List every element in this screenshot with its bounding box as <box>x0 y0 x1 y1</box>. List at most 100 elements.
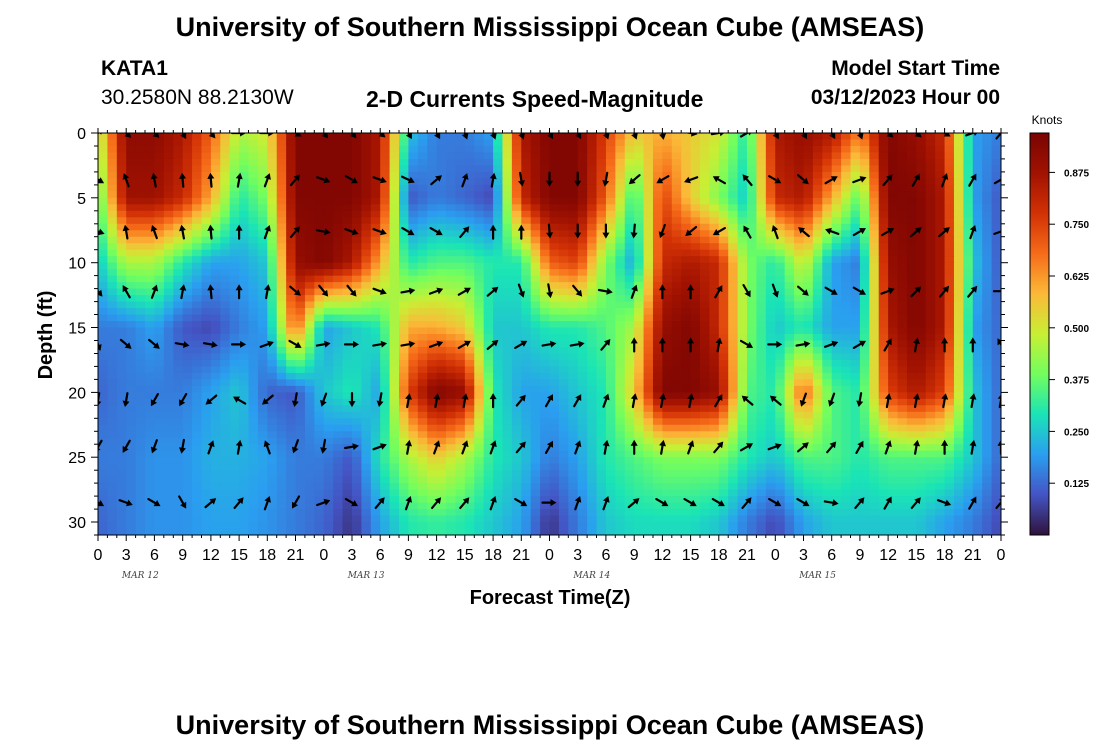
heatmap-cell <box>982 288 993 296</box>
heatmap-cell <box>662 301 673 309</box>
heatmap-cell <box>220 282 231 290</box>
heatmap-cell <box>982 431 993 439</box>
heatmap-cell <box>728 178 739 186</box>
heatmap-cell <box>417 308 428 316</box>
heatmap-cell <box>145 463 156 471</box>
heatmap-cell <box>916 392 927 400</box>
heatmap-cell <box>342 243 353 251</box>
heatmap-cell <box>850 282 861 290</box>
heatmap-cell <box>116 249 127 257</box>
heatmap-cell <box>530 340 541 348</box>
heatmap-cell <box>558 450 569 458</box>
heatmap-cell <box>888 295 899 303</box>
heatmap-cell <box>239 379 250 387</box>
heatmap-cell <box>502 171 513 179</box>
heatmap-cell <box>982 379 993 387</box>
heatmap-cell <box>380 379 391 387</box>
heatmap-cell <box>624 256 635 264</box>
heatmap-cell <box>709 256 720 264</box>
heatmap-cell <box>220 230 231 238</box>
heatmap-cell <box>982 314 993 322</box>
heatmap-cell <box>446 139 457 147</box>
heatmap-cell <box>455 204 466 212</box>
heatmap-cell <box>925 217 936 225</box>
heatmap-cell <box>859 243 870 251</box>
heatmap-cell <box>427 301 438 309</box>
heatmap-cell <box>615 295 626 303</box>
heatmap-cell <box>775 236 786 244</box>
heatmap-cell <box>747 334 758 342</box>
heatmap-cell <box>427 275 438 283</box>
heatmap-cell <box>728 275 739 283</box>
heatmap-cell <box>652 204 663 212</box>
heatmap-cell <box>709 321 720 329</box>
heatmap-cell <box>361 366 372 374</box>
heatmap-cell <box>737 431 748 439</box>
heatmap-cell <box>747 457 758 465</box>
heatmap-cell <box>587 158 598 167</box>
heatmap-cell <box>145 139 156 147</box>
heatmap-cell <box>916 178 927 186</box>
heatmap-cell <box>671 321 682 329</box>
heatmap-cell <box>530 243 541 251</box>
heatmap-cell <box>323 418 334 426</box>
heatmap-cell <box>624 223 635 231</box>
heatmap-cell <box>483 288 494 296</box>
heatmap-cell <box>521 178 532 186</box>
heatmap-cell <box>521 197 532 205</box>
heatmap-cell <box>342 249 353 257</box>
heatmap-cell <box>869 295 880 303</box>
heatmap-cell <box>220 204 231 212</box>
heatmap-cell <box>812 379 823 387</box>
heatmap-cell <box>511 288 522 296</box>
heatmap-cell <box>107 301 118 309</box>
heatmap-cell <box>173 431 184 439</box>
heatmap-cell <box>953 457 964 465</box>
heatmap-cell <box>304 314 315 322</box>
heatmap-cell <box>728 437 739 445</box>
heatmap-cell <box>652 372 663 380</box>
heatmap-cell <box>427 308 438 316</box>
heatmap-cell <box>436 431 447 439</box>
heatmap-cell <box>700 327 711 335</box>
heatmap-cell <box>399 165 410 173</box>
heatmap-cell <box>577 269 588 277</box>
heatmap-cell <box>878 418 889 426</box>
heatmap-cell <box>643 405 654 413</box>
heatmap-cell <box>747 191 758 199</box>
heatmap-cell <box>558 372 569 380</box>
heatmap-cell <box>173 210 184 218</box>
heatmap-cell <box>822 295 833 303</box>
heatmap-cell <box>963 334 974 342</box>
heatmap-cell <box>850 171 861 179</box>
heatmap-cell <box>916 457 927 465</box>
heatmap-cell <box>521 204 532 212</box>
heatmap-cell <box>906 197 917 205</box>
heatmap-cell <box>728 340 739 348</box>
heatmap-cell <box>145 353 156 361</box>
heatmap-cell <box>690 392 701 400</box>
heatmap-cell <box>906 230 917 238</box>
heatmap-cell <box>351 191 362 199</box>
heatmap-cell <box>944 405 955 413</box>
heatmap-cell <box>464 204 475 212</box>
heatmap-cell <box>229 256 240 264</box>
heatmap-cell <box>690 288 701 296</box>
heatmap-cell <box>775 385 786 393</box>
heatmap-cell <box>944 295 955 303</box>
heatmap-cell <box>850 275 861 283</box>
heatmap-cell <box>963 133 974 141</box>
heatmap-cell <box>963 197 974 205</box>
heatmap-cell <box>869 314 880 322</box>
heatmap-cell <box>991 152 1001 160</box>
heatmap-cell <box>794 405 805 413</box>
heatmap-cell <box>982 295 993 303</box>
heatmap-cell <box>257 372 268 380</box>
heatmap-cell <box>98 223 109 231</box>
heatmap-cell <box>944 372 955 380</box>
heatmap-cell <box>596 158 607 167</box>
heatmap-cell <box>662 133 673 141</box>
heatmap-cell <box>963 204 974 212</box>
heatmap-cell <box>126 308 137 316</box>
heatmap-cell <box>511 463 522 471</box>
